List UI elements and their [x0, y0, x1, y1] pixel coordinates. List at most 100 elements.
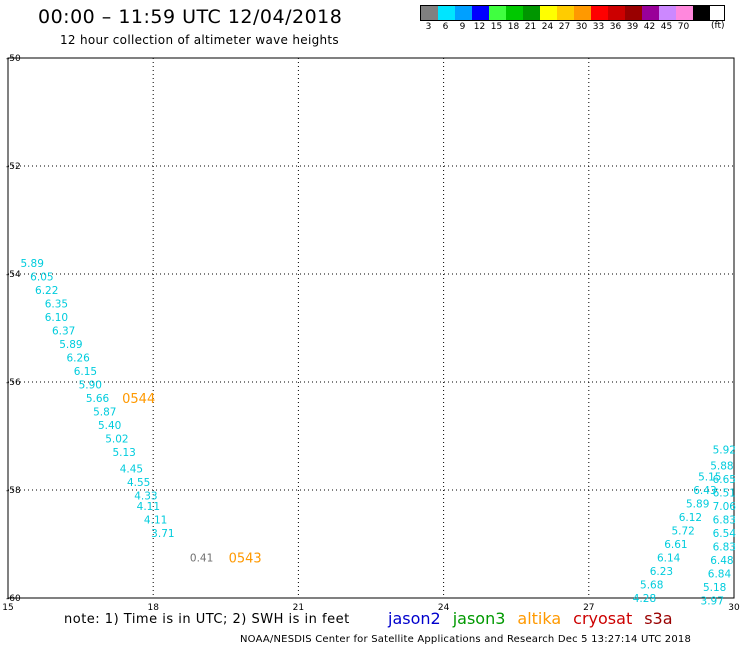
- swh-value-label: 5.88: [710, 461, 733, 473]
- legend-swatch-label: 42: [643, 22, 656, 32]
- swh-value-label: 6.23: [650, 566, 673, 578]
- swh-value-label: 6.35: [45, 299, 68, 311]
- swh-value-label: 4.11: [137, 501, 160, 513]
- y-tick-label: -58: [6, 486, 21, 496]
- swh-value-label: 4.28: [633, 593, 656, 605]
- swh-value-label: 6.83: [713, 515, 736, 527]
- legend-swatch-label: 30: [575, 22, 588, 32]
- legend-swatch: [608, 6, 625, 20]
- swh-value-label-grey: 0.41: [190, 553, 213, 565]
- y-tick-label: -60: [6, 594, 21, 604]
- legend-swatch: [421, 6, 438, 20]
- swh-value-label: 4.11: [144, 515, 167, 527]
- legend-swatch-label: 36: [609, 22, 622, 32]
- mission-altika: altika: [517, 609, 562, 628]
- swh-value-label: 6.51: [713, 488, 736, 500]
- mission-legend: jason2 jason3 altika cryosat s3a: [388, 609, 685, 628]
- swh-value-label: 6.26: [66, 353, 90, 365]
- swh-value-label: 7.06: [713, 501, 737, 513]
- legend-labels: 3 6 9 12 15 18 21 24 27 30 33 36 39 42 45 70 (ft): [420, 21, 725, 33]
- mission-cryosat: cryosat: [573, 609, 633, 628]
- mission-s3a: s3a: [644, 609, 673, 628]
- legend-swatch: [676, 6, 693, 20]
- swh-value-label: 5.87: [93, 407, 116, 419]
- swh-value-label: 4.45: [120, 463, 143, 475]
- swh-value-label: 5.15: [698, 472, 721, 484]
- chart-title: 00:00 – 11:59 UTC 12/04/2018: [38, 6, 343, 28]
- swh-value-label: 5.72: [671, 526, 694, 538]
- legend-swatch: [438, 6, 455, 20]
- legend-swatch-label: 6: [442, 22, 449, 32]
- data-points: 5.896.056.226.356.106.375.896.266.155.90…: [21, 258, 737, 608]
- legend-swatch: [693, 6, 710, 20]
- legend-swatch: [506, 6, 523, 20]
- swh-value-label: 6.37: [52, 326, 75, 338]
- legend-swatch: [489, 6, 506, 20]
- y-tick-label: -50: [6, 54, 21, 64]
- swh-value-label: 4.55: [127, 477, 150, 489]
- swh-value-label: 6.15: [74, 366, 97, 378]
- x-tick-label: 21: [293, 603, 304, 610]
- x-tick-label: 27: [583, 603, 594, 610]
- swh-value-label: 6.54: [713, 528, 737, 540]
- footer-note: note: 1) Time is in UTC; 2) SWH is in fe…: [64, 612, 350, 627]
- swh-value-label: 5.89: [21, 258, 44, 270]
- swh-value-label: 6.61: [664, 539, 687, 551]
- swh-value-label: 5.92: [713, 445, 736, 457]
- mission-jason3: jason3: [452, 609, 506, 628]
- legend-swatch-label: 3: [425, 22, 432, 32]
- y-tick-label: -54: [6, 270, 21, 280]
- plot-frame: [7, 57, 735, 599]
- legend-unit: (ft): [711, 21, 725, 31]
- swh-value-label: 5.90: [79, 380, 102, 392]
- legend-swatch: [557, 6, 574, 20]
- legend-swatch-label: 24: [541, 22, 554, 32]
- color-legend: 3 6 9 12 15 18 21 24 27 30 33 36 39 42 45 70 (ft): [420, 5, 725, 33]
- swh-value-label: 3.71: [151, 528, 174, 540]
- legend-swatches: [420, 5, 725, 21]
- swh-value-label: 5.89: [59, 339, 82, 351]
- legend-swatch: [659, 6, 676, 20]
- swh-value-label: 5.89: [686, 499, 709, 511]
- plot-area: 15 18 21 24 27 30-50-52-54-56-58-60 5.896.056…: [2, 54, 740, 610]
- legend-swatch: [523, 6, 540, 20]
- swh-value-label: 3.97: [701, 596, 724, 608]
- y-tick-label: -52: [6, 162, 21, 172]
- swh-value-label: 5.13: [112, 447, 135, 459]
- swh-value-label: 5.68: [640, 580, 663, 592]
- chart-subtitle: 12 hour collection of altimeter wave hei…: [60, 33, 339, 47]
- swh-value-label: 6.43: [693, 485, 716, 497]
- y-tick-label: -56: [6, 378, 21, 388]
- x-tick-label: 15: [2, 603, 13, 610]
- legend-swatch-label: 18: [507, 22, 520, 32]
- swh-value-label: 4.33: [134, 490, 157, 502]
- x-tick-label: 18: [147, 603, 159, 610]
- swh-value-label: 5.40: [98, 420, 121, 432]
- mission-jason2: jason2: [388, 609, 441, 628]
- swh-value-label: 6.65: [713, 474, 736, 486]
- legend-swatch: [642, 6, 659, 20]
- legend-swatch: [625, 6, 642, 20]
- swh-value-label: 6.48: [710, 555, 733, 567]
- swh-value-label: 6.84: [708, 569, 732, 581]
- swh-value-label: 5.66: [86, 393, 110, 405]
- legend-swatch-label: 15: [490, 22, 503, 32]
- legend-swatch: [472, 6, 489, 20]
- legend-swatch-label: 33: [592, 22, 605, 32]
- legend-swatch-label: 12: [473, 22, 486, 32]
- legend-swatch: [591, 6, 608, 20]
- legend-swatch-label: 70: [677, 22, 690, 32]
- legend-swatch-label: 45: [660, 22, 673, 32]
- swh-value-label: 6.05: [30, 272, 53, 284]
- x-tick-label: 24: [438, 603, 450, 610]
- swh-value-label: 6.12: [679, 512, 702, 524]
- pass-time-annotation: 0544: [122, 392, 155, 407]
- legend-swatch: [455, 6, 472, 20]
- legend-swatch-label: 39: [626, 22, 639, 32]
- grid-lines: [7, 57, 735, 599]
- legend-swatch: [574, 6, 591, 20]
- swh-value-label: 5.02: [105, 434, 128, 446]
- pass-time-annotation: 0543: [229, 552, 262, 567]
- legend-swatch-label: 9: [459, 22, 466, 32]
- credit-line: NOAA/NESDIS Center for Satellite Applica…: [240, 634, 692, 645]
